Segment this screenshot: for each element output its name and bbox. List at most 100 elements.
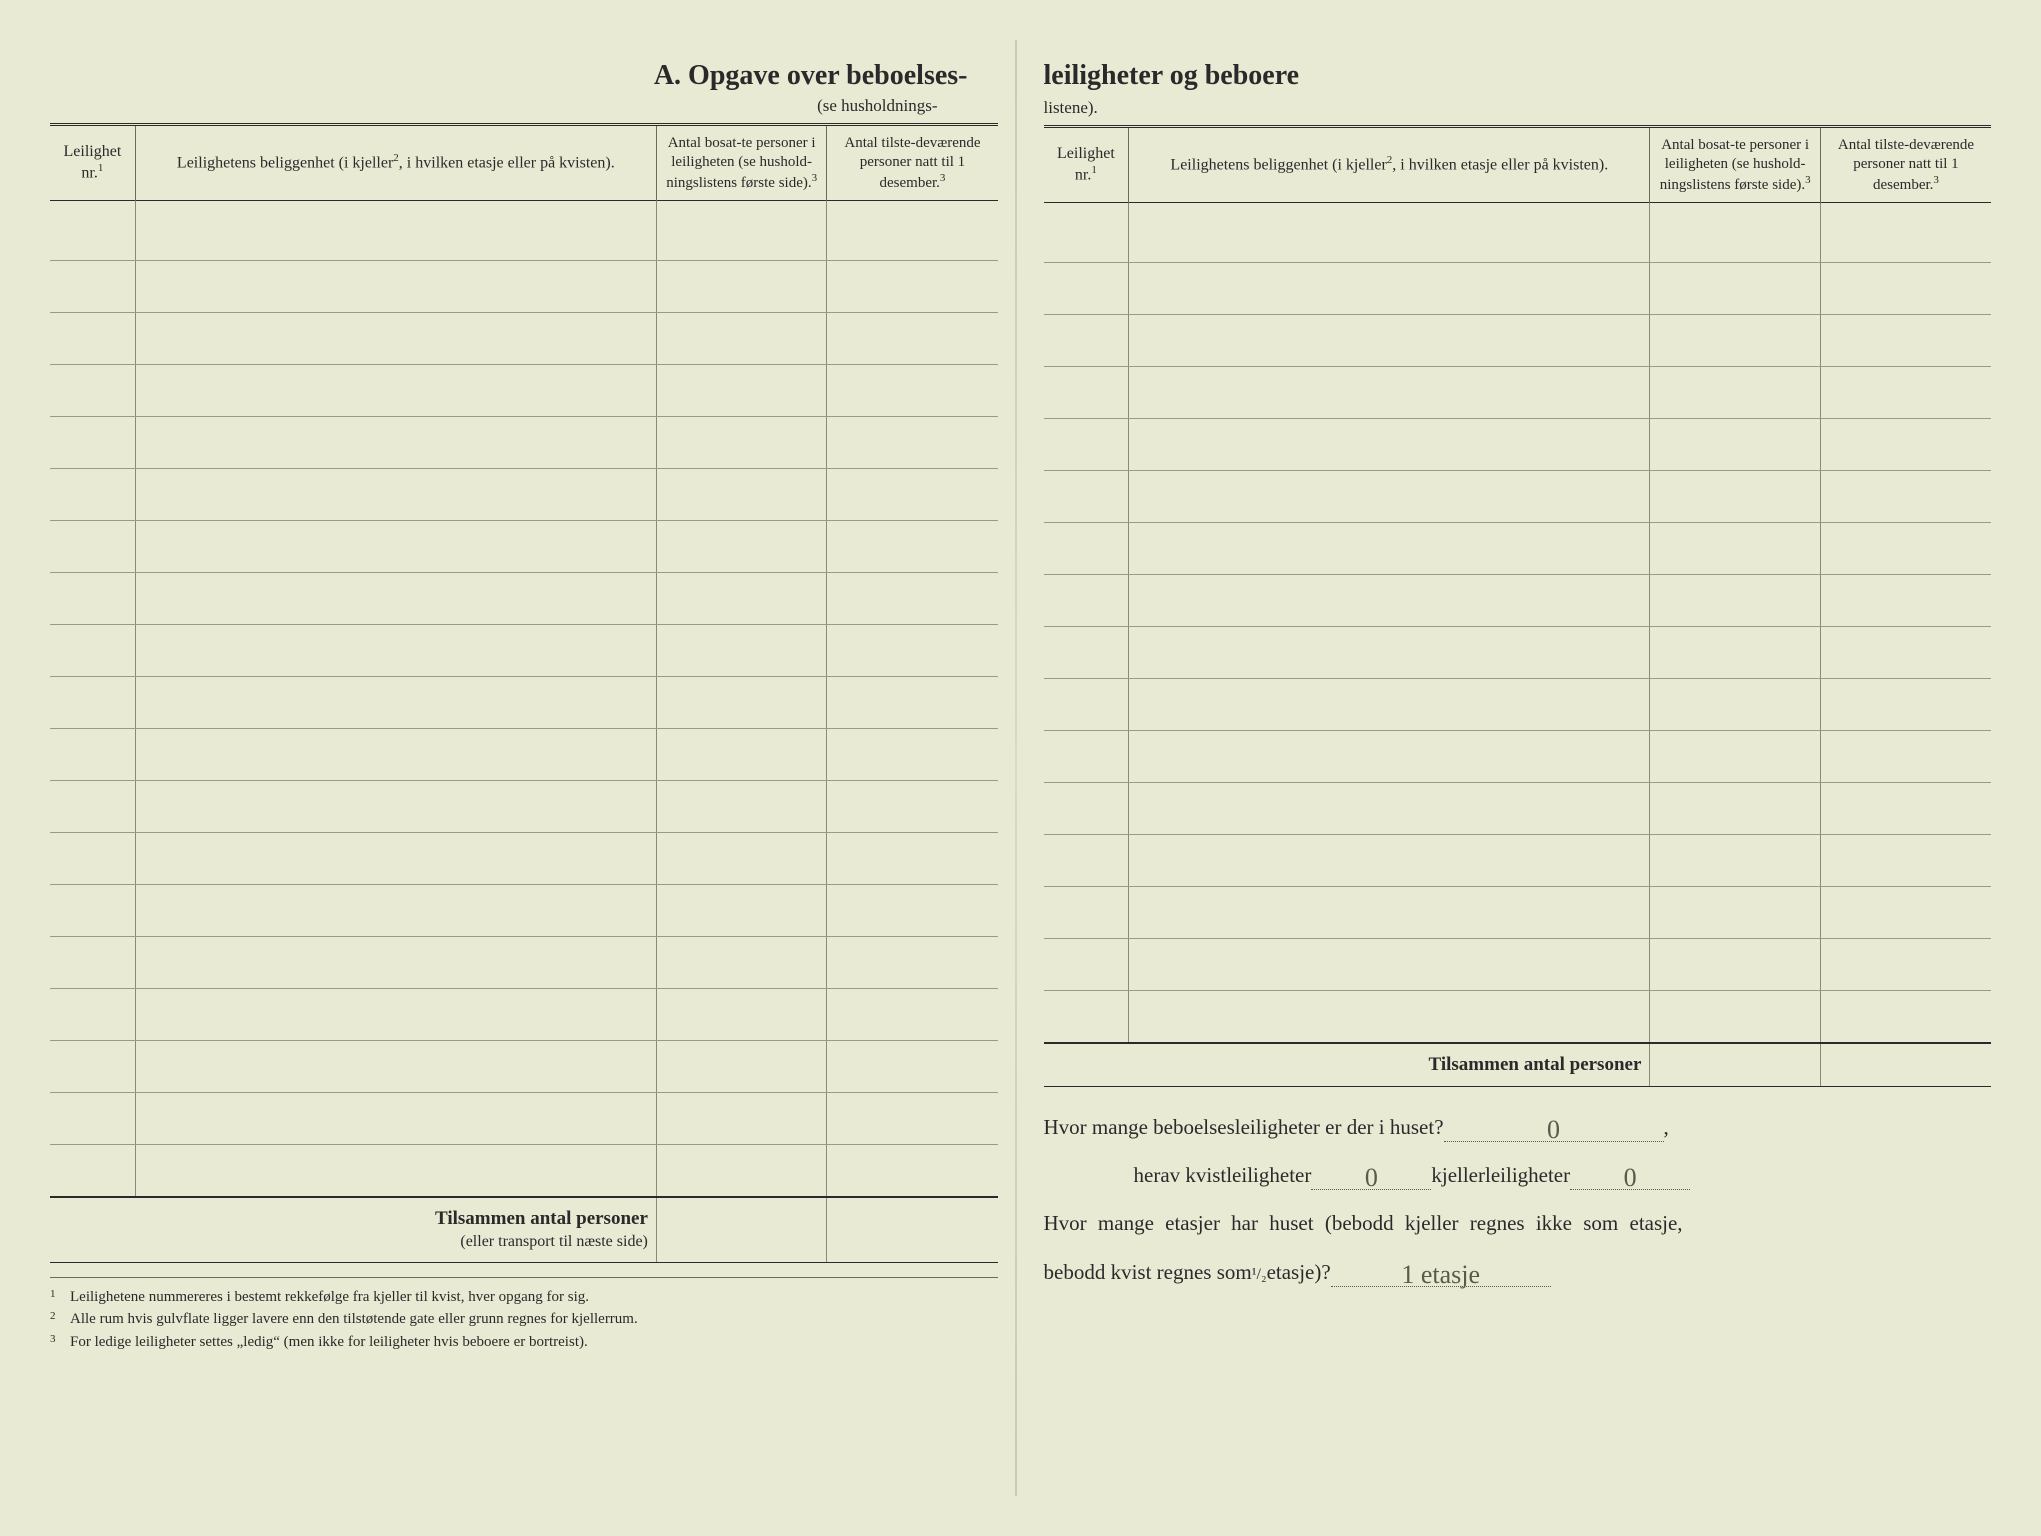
q3-text-a: Hvor mange etasjer har huset (bebodd kje…: [1044, 1199, 1683, 1247]
table-cell: [656, 989, 827, 1041]
table-cell: [1820, 523, 1991, 575]
table-cell: [1044, 575, 1129, 627]
table-cell: [1129, 419, 1650, 471]
table-cell: [827, 1093, 998, 1145]
table-cell: [1820, 679, 1991, 731]
left-page: A. Opgave over beboelses- (se husholdnin…: [20, 40, 1013, 1496]
table-row: [1044, 731, 1992, 783]
title-left: A. Opgave over beboelses-: [50, 60, 998, 92]
q2-text-a: herav kvistleiligheter: [1134, 1151, 1312, 1199]
col-header-count2: Antal tilste-deværende personer natt til…: [827, 125, 998, 201]
table-row: [50, 833, 998, 885]
col-header-count2-r: Antal tilste-deværende personer natt til…: [1820, 127, 1991, 203]
footnote-1: 1Leilighetene nummereres i bestemt rekke…: [50, 1286, 998, 1309]
table-row: [1044, 679, 1992, 731]
table-cell: [656, 937, 827, 989]
table-cell: [50, 365, 135, 417]
table-cell: [50, 833, 135, 885]
table-cell: [827, 573, 998, 625]
title-row-left: A. Opgave over beboelses-: [50, 60, 998, 92]
table-row: [1044, 835, 1992, 887]
table-cell: [1820, 315, 1991, 367]
table-cell: [50, 781, 135, 833]
footnote-2: 2Alle rum hvis gulvflate ligger lavere e…: [50, 1308, 998, 1331]
table-cell: [135, 1145, 656, 1197]
question-3b: bebodd kvist regnes som ¹/₂ etasje)? 1 e…: [1044, 1248, 1992, 1296]
table-cell: [1129, 783, 1650, 835]
table-cell: [1650, 679, 1821, 731]
table-cell: [1820, 367, 1991, 419]
table-row: [50, 1041, 998, 1093]
table-cell: [1650, 471, 1821, 523]
table-cell: [1044, 263, 1129, 315]
table-cell: [827, 729, 998, 781]
table-cell: [50, 885, 135, 937]
col-header-count1-r: Antal bosat-te personer i leiligheten (s…: [1650, 127, 1821, 203]
totals-left-c2: [827, 1197, 998, 1262]
table-cell: [1044, 731, 1129, 783]
q1-text: Hvor mange beboelsesleiligheter er der i…: [1044, 1103, 1444, 1151]
table-cell: [1044, 887, 1129, 939]
table-cell: [827, 989, 998, 1041]
table-cell: [827, 201, 998, 261]
table-cell: [1044, 835, 1129, 887]
table-cell: [1650, 203, 1821, 263]
table-cell: [1129, 679, 1650, 731]
table-cell: [1650, 367, 1821, 419]
totals-right-label: Tilsammen antal personer: [1044, 1043, 1650, 1086]
table-cell: [135, 937, 656, 989]
q3-value: 1 etasje: [1331, 1263, 1551, 1287]
table-cell: [827, 417, 998, 469]
q3-frac: ¹/₂: [1252, 1257, 1267, 1294]
table-cell: [1044, 679, 1129, 731]
table-cell: [1650, 991, 1821, 1043]
table-cell: [656, 201, 827, 261]
question-2: herav kvistleiligheter 0 kjellerleilighe…: [1044, 1151, 1992, 1199]
table-cell: [1820, 783, 1991, 835]
table-cell: [1820, 627, 1991, 679]
table-cell: [827, 365, 998, 417]
table-cell: [50, 989, 135, 1041]
table-row: [1044, 471, 1992, 523]
table-cell: [135, 989, 656, 1041]
table-row: [1044, 315, 1992, 367]
table-cell: [135, 1093, 656, 1145]
table-row: [50, 201, 998, 261]
table-cell: [827, 625, 998, 677]
table-cell: [50, 521, 135, 573]
table-cell: [656, 729, 827, 781]
table-cell: [1129, 575, 1650, 627]
table-cell: [1044, 939, 1129, 991]
table-cell: [656, 365, 827, 417]
table-cell: [1650, 523, 1821, 575]
table-cell: [135, 417, 656, 469]
table-row: [1044, 575, 1992, 627]
table-row: [1044, 203, 1992, 263]
table-cell: [1820, 575, 1991, 627]
questions-block: Hvor mange beboelsesleiligheter er der i…: [1044, 1103, 1992, 1296]
table-cell: [656, 1093, 827, 1145]
title-row-right: leiligheter og beboere: [1044, 60, 1992, 94]
col-header-location: Leilighetens beliggenhet (i kjeller2, i …: [135, 125, 656, 201]
q2-value-2: 0: [1570, 1166, 1690, 1190]
table-cell: [1820, 203, 1991, 263]
col-nr-sup: 1: [98, 162, 104, 174]
table-cell: [1650, 419, 1821, 471]
table-left: Leilighet nr.1 Leilighetens beliggenhet …: [50, 123, 998, 1263]
table-cell: [827, 1041, 998, 1093]
table-row: [1044, 367, 1992, 419]
table-cell: [656, 313, 827, 365]
col-header-count1: Antal bosat-te personer i leiligheten (s…: [656, 125, 827, 201]
table-row: [50, 729, 998, 781]
col-c1-sup: 3: [812, 172, 818, 184]
totals-left-label: Tilsammen antal personer (eller transpor…: [50, 1197, 656, 1262]
table-cell: [1650, 783, 1821, 835]
subtitle-left: (se husholdnings-: [50, 96, 998, 119]
table-cell: [50, 573, 135, 625]
table-row: [50, 313, 998, 365]
table-cell: [827, 885, 998, 937]
table-cell: [1129, 367, 1650, 419]
table-cell: [135, 313, 656, 365]
subtitle-right: listene).: [1044, 98, 1098, 121]
table-cell: [1044, 523, 1129, 575]
